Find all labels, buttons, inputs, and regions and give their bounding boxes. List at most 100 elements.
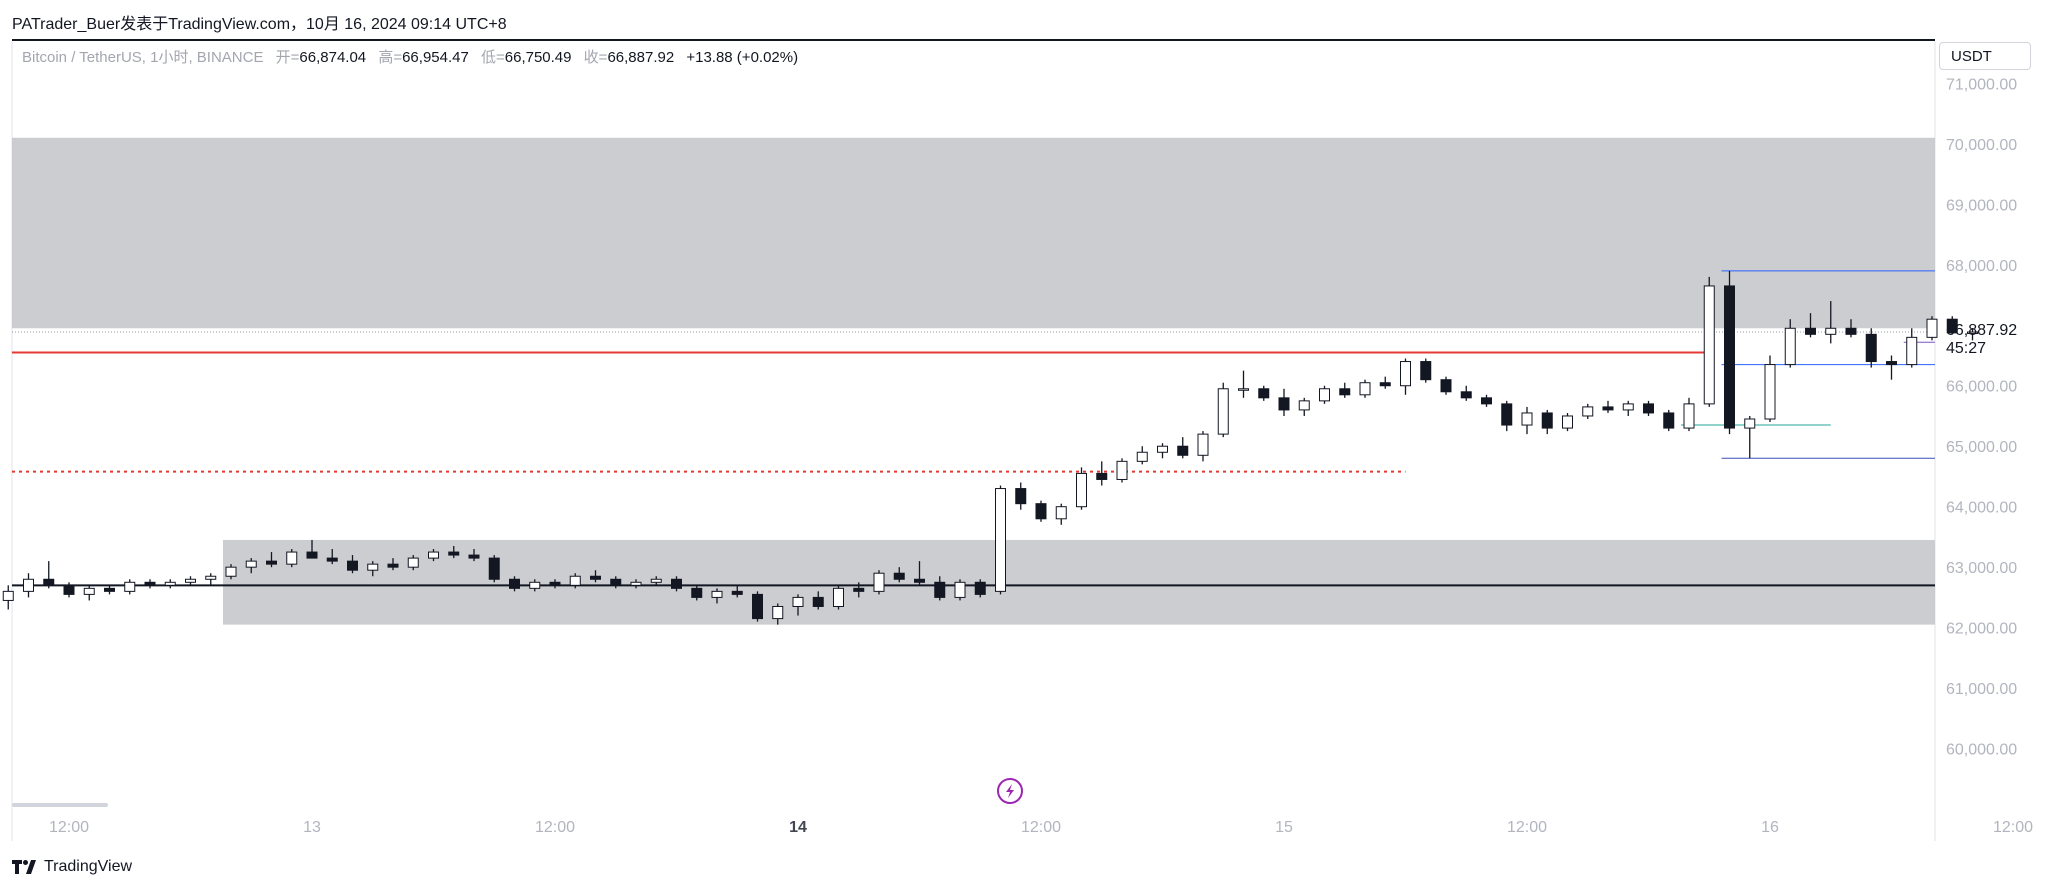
- last-price-label: 66,887.92: [1946, 322, 2018, 340]
- candle-body: [1946, 318, 1958, 334]
- candle-body: [1886, 361, 1897, 366]
- x-tick-label: 14: [789, 819, 807, 836]
- candle-body: [671, 578, 682, 589]
- y-tick-label: 62,000.00: [1946, 621, 2017, 638]
- candle-body: [1541, 412, 1553, 429]
- candle-body: [1177, 445, 1189, 456]
- x-tick-label: 12:00: [1507, 819, 1547, 836]
- price-chart[interactable]: 71,000.00 70,000.00 69,000.00 68,000.00 66,0…: [0, 41, 2048, 841]
- candle-body: [954, 581, 966, 598]
- tradingview-logo[interactable]: TradingView: [12, 856, 132, 878]
- candle-body: [1298, 400, 1310, 411]
- candle-body: [1784, 327, 1796, 366]
- candle-body: [1582, 406, 1594, 417]
- currency-button[interactable]: USDT: [1939, 42, 2031, 70]
- x-tick-label: 12:00: [1993, 819, 2033, 836]
- legend-open-value: 66,874.04: [299, 49, 367, 66]
- y-tick-label: 63,000.00: [1946, 560, 2017, 577]
- candle-body: [1197, 433, 1209, 456]
- tradingview-logo-icon: [12, 860, 36, 874]
- candle-body: [1562, 415, 1573, 429]
- candle-body: [347, 560, 358, 571]
- bar-countdown: 45:27: [1946, 340, 1987, 358]
- candle-body: [1683, 403, 1695, 429]
- x-tick-label: 12:00: [1021, 819, 1061, 836]
- y-tick-label: 65,000.00: [1946, 439, 2017, 456]
- candle-body: [104, 587, 115, 592]
- candle-body: [286, 551, 298, 565]
- tradingview-brand: TradingView: [44, 858, 133, 875]
- candle-body: [1764, 364, 1776, 420]
- legend-change: +13.88 (+0.02%): [686, 49, 799, 66]
- candle-body: [1420, 361, 1432, 381]
- legend-open-label: 开=: [275, 49, 300, 66]
- candle-body: [934, 581, 946, 598]
- x-tick-label: 13: [303, 819, 321, 836]
- candle-body: [488, 557, 500, 580]
- candle-body: [1501, 403, 1513, 426]
- candle-body: [1460, 391, 1472, 399]
- candle-body: [711, 590, 723, 598]
- chart-area[interactable]: 71,000.00 70,000.00 69,000.00 68,000.00 66,0…: [0, 41, 2048, 841]
- candle-body: [914, 578, 925, 583]
- candle-body: [1319, 388, 1330, 402]
- y-tick-label: 66,000.00: [1946, 379, 2017, 396]
- candle-body: [1116, 460, 1128, 480]
- legend-low-value: 66,750.49: [504, 49, 572, 66]
- candle-body: [387, 563, 399, 568]
- y-tick-label: 69,000.00: [1946, 197, 2017, 214]
- candle-body: [731, 590, 743, 595]
- candle-body: [1663, 412, 1675, 429]
- candle-body: [1744, 418, 1756, 429]
- candle-body: [1602, 406, 1614, 411]
- candle-body: [1622, 403, 1634, 411]
- candle-body: [23, 578, 34, 592]
- candle-body: [83, 587, 95, 595]
- candle-body: [407, 557, 419, 568]
- candle-body: [1238, 388, 1249, 391]
- candle-body: [893, 572, 905, 580]
- supply-zone: [12, 137, 1935, 329]
- legend-high-label: 高=: [378, 49, 403, 66]
- candle-body: [185, 578, 196, 583]
- candle-body: [691, 587, 703, 598]
- candle-body: [569, 575, 581, 586]
- candle-body: [1359, 382, 1371, 396]
- candle-body: [266, 560, 277, 565]
- candle-body: [306, 551, 318, 559]
- candle-body: [1906, 336, 1918, 366]
- candle-body: [164, 581, 176, 586]
- candle-body: [772, 605, 784, 620]
- candle-body: [812, 596, 824, 607]
- candle-body: [1643, 403, 1654, 414]
- candle-body: [1400, 361, 1411, 387]
- candle-body: [1136, 451, 1148, 462]
- candle-body: [1339, 388, 1351, 396]
- candle-body: [1440, 379, 1452, 393]
- candle-body: [833, 587, 844, 607]
- candle-body: [610, 578, 622, 586]
- candle-body: [1825, 327, 1837, 335]
- candle-body: [1967, 331, 1978, 335]
- x-tick-label: 16: [1761, 819, 1779, 836]
- legend-close-value: 66,887.92: [607, 49, 675, 66]
- candle-body: [245, 560, 257, 568]
- candle-body: [509, 578, 520, 589]
- y-tick-label: 60,000.00: [1946, 742, 2017, 759]
- scroll-indicator: [12, 803, 108, 807]
- candle-body: [225, 566, 237, 577]
- legend-close-label: 收=: [583, 49, 608, 66]
- candle-body: [974, 581, 986, 595]
- candle-body: [1481, 397, 1492, 405]
- candle-body: [590, 575, 601, 580]
- candle-body: [995, 488, 1006, 592]
- candle-body: [1015, 488, 1027, 505]
- candle-body: [792, 596, 804, 607]
- publish-header: PATrader_Buer发表于TradingView.com，10月 16, …: [12, 16, 507, 33]
- candle-body: [529, 581, 541, 589]
- demand-zone: [223, 539, 1935, 625]
- ohlc-legend: Bitcoin / TetherUS, 1小时, BINANCE 开=66,87…: [22, 46, 798, 67]
- candle-body: [1926, 318, 1938, 338]
- candle-body: [1845, 327, 1857, 335]
- candle-body: [1865, 333, 1877, 363]
